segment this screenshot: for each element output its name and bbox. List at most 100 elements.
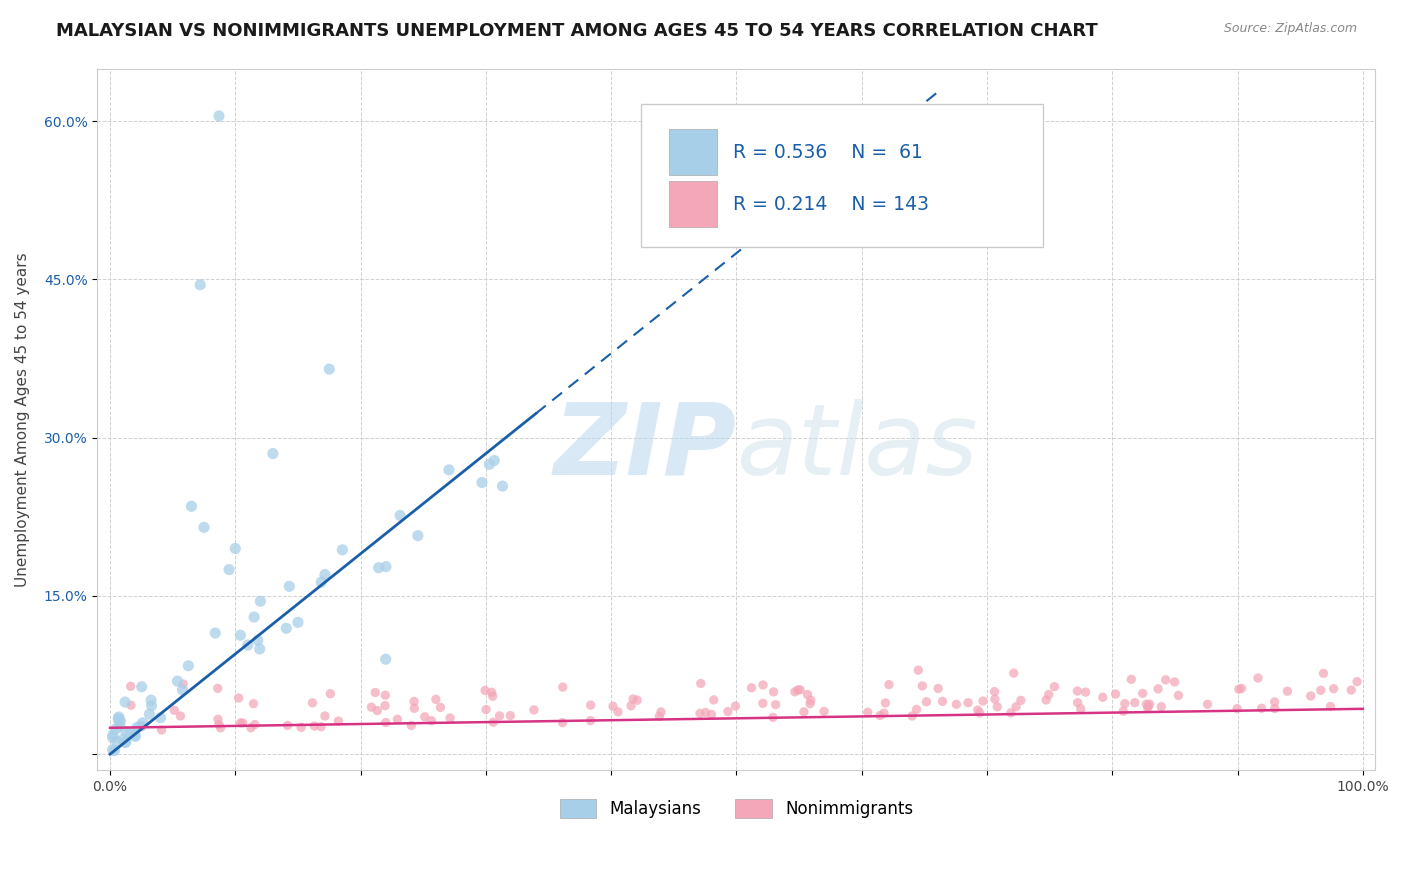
Point [287,615,309,630]
Point [114,735,136,749]
Point [404,701,426,715]
Point [796,688,818,702]
Point [523,703,546,717]
Point [717,705,740,719]
Text: R = 0.536    N =  61: R = 0.536 N = 61 [733,143,922,161]
Point [1197,698,1219,712]
Point [112,732,135,747]
Point [101,743,124,757]
Point [101,731,124,745]
Point [1250,701,1272,715]
Point [243,717,266,731]
Point [1319,699,1341,714]
Point [141,698,163,713]
Point [115,735,138,749]
Point [367,560,389,574]
Point [107,711,129,725]
Point [491,479,513,493]
Point [208,109,231,123]
Point [103,743,125,757]
Point [1277,684,1299,698]
Point [120,679,142,693]
Point [374,652,396,666]
Text: MALAYSIAN VS NONIMMIGRANTS UNEMPLOYMENT AMONG AGES 45 TO 54 YEARS CORRELATION CH: MALAYSIAN VS NONIMMIGRANTS UNEMPLOYMENT … [56,22,1098,40]
Point [689,706,711,721]
Point [620,698,643,713]
Point [209,721,232,735]
Point [301,696,323,710]
Point [406,528,429,542]
Point [1323,681,1346,696]
Point [239,721,262,735]
Point [607,705,630,719]
Point [207,712,229,726]
Point [314,709,336,723]
Point [927,681,949,696]
Point [249,594,271,608]
Point [374,715,396,730]
Point [551,715,574,730]
Point [972,694,994,708]
Point [765,698,787,712]
Point [204,626,226,640]
Point [218,563,240,577]
FancyBboxPatch shape [641,103,1043,247]
Point [208,717,231,731]
Point [404,694,426,708]
Point [1147,681,1170,696]
Point [901,709,924,723]
Point [1230,681,1253,696]
Point [1264,701,1286,715]
Point [1104,687,1126,701]
Point [856,705,879,719]
Point [983,684,1005,698]
Point [752,696,775,710]
Point [1312,666,1334,681]
Point [125,721,148,735]
Point [425,692,447,706]
Point [413,710,436,724]
Point [984,692,1007,706]
Point [621,692,644,706]
Point [1136,700,1159,714]
Point [439,711,461,725]
Point [278,579,301,593]
Point [1309,683,1331,698]
Point [124,730,146,744]
Point [1132,686,1154,700]
Point [1227,682,1250,697]
Point [131,720,153,734]
Point [374,698,396,713]
Point [579,698,602,712]
Bar [669,129,717,175]
Point [131,680,153,694]
Point [249,642,271,657]
Text: ZIP: ZIP [554,399,737,496]
Point [131,715,153,730]
Point [188,277,211,292]
Point [242,697,264,711]
Point [957,696,980,710]
Point [877,677,900,691]
Point [236,638,259,652]
Point [129,719,152,733]
Point [389,508,412,523]
Point [1247,671,1270,685]
Point [110,714,132,729]
Point [986,699,1008,714]
Point [1226,701,1249,715]
Point [474,683,496,698]
Point [648,709,671,723]
Point [262,446,284,460]
Bar [669,181,717,227]
Point [1043,680,1066,694]
Point [290,720,312,734]
Point [475,702,498,716]
Point [1010,693,1032,707]
Point [177,658,200,673]
Point [1038,688,1060,702]
Point [1000,706,1022,720]
Point [150,723,173,737]
Point [319,687,342,701]
Point [366,704,388,718]
